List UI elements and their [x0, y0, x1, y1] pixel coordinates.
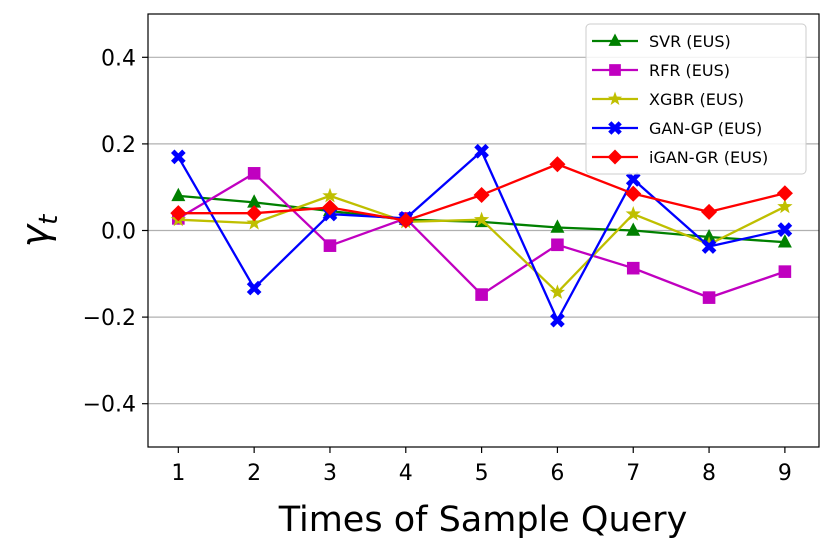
legend-label: RFR (EUS) [649, 61, 730, 80]
legend-marker [608, 33, 622, 46]
legend-label: iGAN-GR (EUS) [649, 148, 768, 167]
y-tick-label: 0.2 [101, 133, 136, 158]
y-tick-label: 0.0 [101, 220, 136, 245]
data-point-marker [475, 288, 488, 301]
data-point-marker [322, 187, 338, 203]
x-tick-label: 8 [702, 461, 716, 486]
legend-label: SVR (EUS) [649, 32, 731, 51]
series-igan-gr-eus [170, 156, 793, 229]
legend-marker [608, 121, 622, 135]
data-point-marker [625, 172, 641, 187]
data-point-marker [626, 261, 640, 275]
data-point-marker [474, 143, 489, 159]
legend-entry: RFR (EUS) [592, 61, 730, 80]
y-axis-title-symbol: γ [13, 222, 57, 247]
data-point-marker [626, 222, 641, 236]
x-tick-label: 5 [475, 461, 489, 486]
data-point-marker [550, 219, 565, 233]
legend: SVR (EUS) RFR (EUS) XGBR (EUS) GAN-GP (EUS)… [585, 23, 807, 175]
x-tick-label: 7 [626, 461, 640, 486]
data-point-marker [625, 185, 642, 202]
y-tick-label: 0.4 [101, 46, 136, 71]
x-tick-label: 2 [247, 461, 261, 486]
data-point-marker [473, 211, 490, 227]
legend-marker [607, 149, 623, 165]
data-point-marker [625, 206, 641, 221]
data-point-marker [247, 194, 262, 208]
y-tick-label: −0.4 [83, 393, 136, 418]
x-tick-label: 4 [399, 461, 413, 486]
legend-marker [609, 64, 621, 76]
series-gan-gp-eus [170, 143, 793, 328]
data-point-marker [323, 239, 337, 252]
legend-entry: GAN-GP (EUS) [592, 119, 762, 138]
data-point-marker [473, 186, 490, 204]
data-point-marker [701, 239, 717, 254]
x-tick-label: 9 [778, 461, 792, 486]
data-point-marker [702, 291, 716, 304]
data-point-marker [549, 156, 566, 173]
data-point-marker [549, 284, 566, 299]
series-lines [170, 143, 793, 328]
data-point-marker [550, 312, 565, 328]
data-point-marker [701, 203, 718, 220]
x-tick-label: 1 [171, 461, 185, 486]
x-tick-label: 3 [323, 461, 337, 486]
data-point-marker [778, 265, 792, 278]
x-axis-title: Times of Sample Query [278, 500, 688, 540]
legend-entry: XGBR (EUS) [592, 90, 744, 109]
legend-entry: SVR (EUS) [592, 32, 731, 51]
data-point-marker [777, 222, 793, 237]
data-point-marker [246, 205, 263, 222]
data-point-marker [397, 212, 414, 229]
data-point-marker [170, 205, 187, 222]
data-point-marker [247, 167, 261, 180]
legend-box [585, 23, 807, 175]
data-point-marker [777, 198, 793, 214]
legend-marker [607, 91, 623, 106]
x-tick-label: 6 [550, 461, 564, 486]
y-tick-label: −0.2 [83, 306, 136, 331]
data-point-marker [777, 234, 792, 248]
legend-label: GAN-GP (EUS) [649, 119, 762, 138]
y-axis-ticks: 0.4 0.2 0.0 −0.2 −0.4 [83, 46, 148, 418]
data-point-marker [170, 149, 186, 165]
y-axis-title-subscript: t [34, 214, 64, 225]
data-point-marker [246, 215, 262, 230]
data-point-marker [702, 228, 717, 243]
y-axis-title: γt [13, 214, 64, 248]
legend-entry: iGAN-GR (EUS) [592, 148, 768, 167]
series-line [178, 194, 786, 294]
data-point-marker [171, 187, 186, 202]
data-point-marker [246, 280, 262, 296]
data-point-marker [776, 185, 793, 202]
legend-label: XGBR (EUS) [649, 90, 744, 109]
x-axis-ticks: 1 2 3 4 5 6 7 8 9 [171, 447, 792, 486]
data-point-marker [551, 238, 564, 252]
data-point-marker [321, 199, 339, 216]
